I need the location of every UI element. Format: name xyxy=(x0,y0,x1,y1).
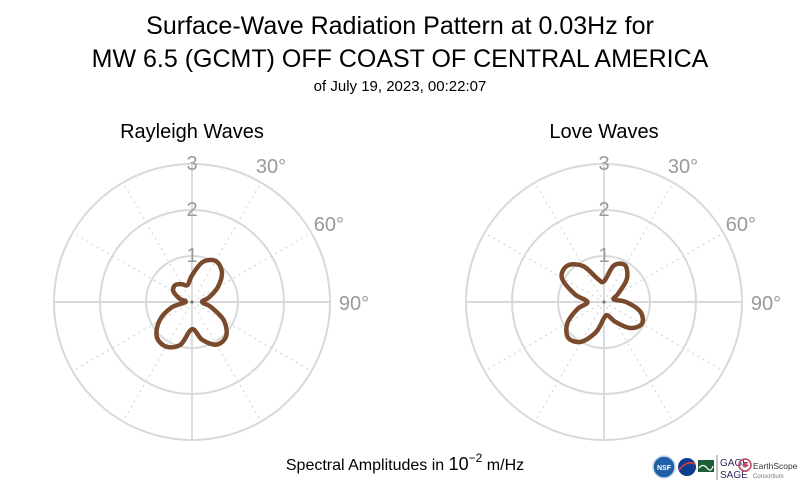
sage-logo-text: SAGE xyxy=(720,470,748,481)
rayleigh-radiation-curve xyxy=(154,257,229,350)
love-spoke-30 xyxy=(603,182,674,303)
love-spoke-150 xyxy=(603,301,674,422)
love-spoke-330 xyxy=(534,182,605,303)
rayleigh-spoke-330 xyxy=(122,182,193,303)
love-spoke-240 xyxy=(484,301,605,372)
rayleigh-theta-tick-60: 60° xyxy=(314,214,344,236)
rayleigh-subplot-title: Rayleigh Waves xyxy=(120,121,264,143)
rayleigh-ring-1 xyxy=(145,255,239,349)
love-spoke-210 xyxy=(534,301,605,422)
love-polar-plot: 1 2 3 30° 60° 90° Love Waves xyxy=(465,121,781,441)
rayleigh-polar-plot: 1 2 3 30° 60° 90° Rayleigh Waves xyxy=(53,121,369,441)
rayleigh-r-tick-3: 3 xyxy=(186,153,197,175)
rayleigh-spoke-60 xyxy=(191,232,312,303)
title-line-1: Surface-Wave Radiation Pattern at 0.03Hz… xyxy=(146,12,654,40)
love-ring-3 xyxy=(465,163,743,441)
love-theta-tick-60: 60° xyxy=(726,214,756,236)
sponsor-logos: NSF GAGE SAGE EarthScope Consortium xyxy=(652,455,798,481)
nasa-logo xyxy=(678,458,696,476)
rayleigh-spoke-300 xyxy=(72,232,193,303)
love-ring-1 xyxy=(557,255,651,349)
units-exponent: −2 xyxy=(469,451,483,465)
subtitle: of July 19, 2023, 00:22:07 xyxy=(314,78,487,95)
love-r-tick-1: 1 xyxy=(598,245,609,267)
love-r-tick-3: 3 xyxy=(598,153,609,175)
love-spoke-300 xyxy=(484,232,605,303)
usgs-logo xyxy=(698,460,714,472)
rayleigh-spoke-210 xyxy=(122,301,193,422)
units-prefix: Spectral Amplitudes in xyxy=(286,457,449,474)
nsf-logo: NSF xyxy=(652,455,676,479)
nsf-logo-text: NSF xyxy=(657,465,672,472)
rayleigh-spoke-120 xyxy=(191,301,312,372)
gage-logo-text: GAGE xyxy=(720,458,749,469)
love-radiation-curve xyxy=(559,261,646,345)
earthscope-logo: EarthScope Consortium xyxy=(738,458,798,480)
rayleigh-theta-tick-90: 90° xyxy=(339,293,369,315)
love-center-dot xyxy=(602,300,606,304)
rayleigh-theta-tick-30: 30° xyxy=(256,156,286,178)
amplitude-units-label: Spectral Amplitudes in 10−2 m/Hz xyxy=(286,451,524,474)
title-line-2: MW 6.5 (GCMT) OFF COAST OF CENTRAL AMERI… xyxy=(92,45,709,73)
rayleigh-center-dot xyxy=(190,300,194,304)
love-theta-tick-30: 30° xyxy=(668,156,698,178)
consortium-logo-text: Consortium xyxy=(753,474,784,480)
earthscope-logo-text: EarthScope xyxy=(753,461,798,471)
rayleigh-ring-3 xyxy=(53,163,331,441)
rayleigh-spoke-240 xyxy=(72,301,193,372)
units-unit: m/Hz xyxy=(482,457,524,474)
rayleigh-r-tick-1: 1 xyxy=(186,245,197,267)
rayleigh-spoke-150 xyxy=(191,301,262,422)
rayleigh-ring-2 xyxy=(99,209,285,395)
love-r-tick-2: 2 xyxy=(598,199,609,221)
units-base: 10 xyxy=(449,454,469,474)
rayleigh-spoke-30 xyxy=(191,182,262,303)
love-spoke-120 xyxy=(603,301,724,372)
love-spoke-60 xyxy=(603,232,724,303)
love-subplot-title: Love Waves xyxy=(549,121,658,143)
rayleigh-r-tick-2: 2 xyxy=(186,199,197,221)
love-ring-2 xyxy=(511,209,697,395)
love-theta-tick-90: 90° xyxy=(751,293,781,315)
